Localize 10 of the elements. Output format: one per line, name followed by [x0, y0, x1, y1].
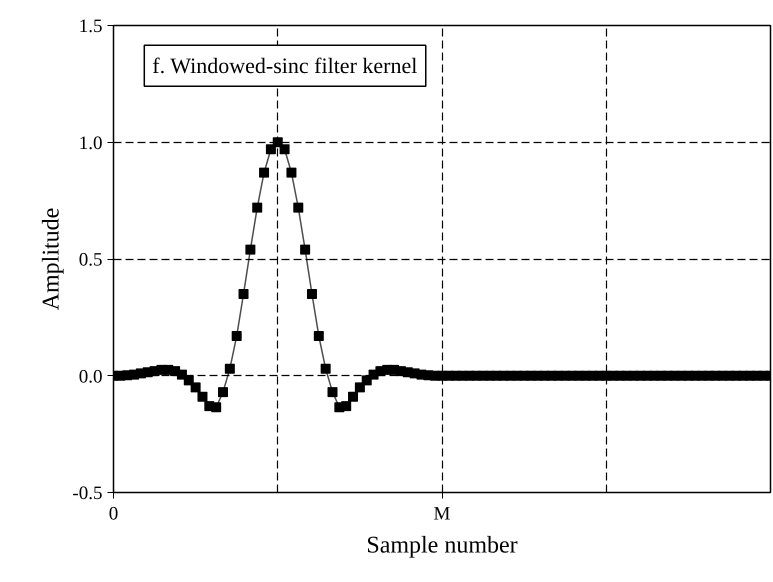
y-tick-label: 0.0: [78, 366, 102, 388]
text: f. Windowed-sinc filter kernel: [152, 53, 418, 78]
y-tick-label: 1.5: [78, 16, 102, 37]
x-axis-title: Sample number: [366, 532, 518, 558]
x-tick-label: M: [434, 504, 451, 524]
y-tick-label: -0.5: [72, 483, 102, 504]
x-tick-label: 0: [108, 504, 118, 524]
y-axis-title: Amplitude: [38, 208, 64, 310]
y-tick-label: 0.5: [78, 250, 102, 270]
y-tick-label: 1.0: [78, 132, 102, 154]
